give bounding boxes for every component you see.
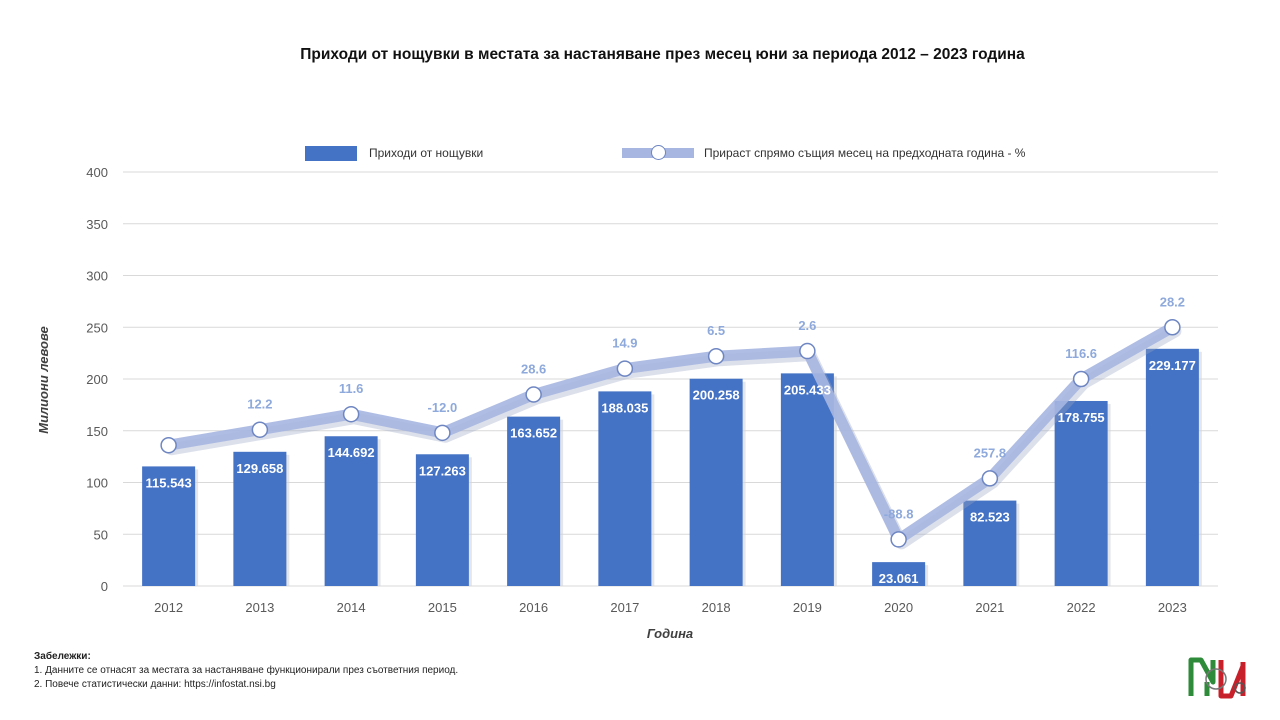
growth-value-label: 2.6 xyxy=(798,318,816,333)
bar xyxy=(689,378,743,586)
bar xyxy=(1145,348,1199,586)
notes-heading: Забележки: xyxy=(34,651,91,662)
growth-value-label: 28.2 xyxy=(1160,294,1185,309)
y-tick-label: 250 xyxy=(86,320,108,335)
growth-value-label: 257.8 xyxy=(974,445,1007,460)
growth-value-label: 12.2 xyxy=(247,397,272,412)
growth-value-label: 28.6 xyxy=(521,362,546,377)
line-marker xyxy=(1072,370,1090,388)
bar xyxy=(598,391,652,586)
x-tick-label: 2019 xyxy=(793,600,822,615)
y-tick-label: 200 xyxy=(86,372,108,387)
x-tick-label: 2014 xyxy=(337,600,366,615)
bar xyxy=(780,373,834,586)
legend-line-swatch xyxy=(622,143,694,163)
bar xyxy=(1054,400,1108,586)
y-tick-label: 0 xyxy=(101,579,108,594)
line-marker xyxy=(890,531,907,548)
legend-item-bars: Приходи от нощувки xyxy=(305,143,483,163)
line-marker xyxy=(707,347,725,365)
x-axis-title: Година xyxy=(647,626,693,641)
x-tick-label: 2015 xyxy=(428,600,457,615)
line-marker xyxy=(799,342,816,360)
legend-label-line: Прираст спрямо същия месец на предходнат… xyxy=(704,146,1026,160)
bar-value-label: 205.433 xyxy=(784,382,831,397)
growth-value-label: -12.0 xyxy=(428,400,458,415)
bar-value-label: 82.523 xyxy=(970,510,1010,525)
bar xyxy=(233,451,287,586)
line-marker xyxy=(616,360,634,377)
x-tick-label: 2013 xyxy=(245,600,274,615)
bar xyxy=(872,562,926,586)
bar xyxy=(507,416,561,586)
legend-bar-swatch xyxy=(305,145,357,161)
y-tick-label: 150 xyxy=(86,424,108,439)
x-tick-label: 2017 xyxy=(610,600,639,615)
growth-value-label: 11.6 xyxy=(339,381,364,396)
y-tick-label: 350 xyxy=(86,217,108,232)
y-tick-label: 400 xyxy=(86,165,108,180)
growth-value-label: 116.6 xyxy=(1065,346,1097,361)
line-marker xyxy=(981,470,999,487)
chart-title: Приходи от нощувки в местата за настаняв… xyxy=(300,46,1025,63)
x-tick-label: 2020 xyxy=(884,600,913,615)
bar-value-label: 23.061 xyxy=(879,571,919,586)
growth-value-label: 14.9 xyxy=(612,336,637,351)
bar xyxy=(142,466,196,586)
bar-value-label: 127.263 xyxy=(419,463,466,478)
bar-value-label: 178.755 xyxy=(1058,410,1105,425)
line-marker xyxy=(251,421,269,438)
y-tick-label: 50 xyxy=(94,527,108,542)
bar-value-label: 163.652 xyxy=(510,426,557,441)
bar-value-label: 129.658 xyxy=(236,461,283,476)
line-marker xyxy=(434,424,451,442)
growth-value-label: -88.8 xyxy=(884,506,914,521)
x-tick-label: 2018 xyxy=(702,600,731,615)
y-tick-label: 100 xyxy=(86,476,108,491)
bar-value-label: 144.692 xyxy=(328,445,375,460)
y-axis-title: Милиони левове xyxy=(36,326,51,434)
line-marker xyxy=(160,436,177,454)
notes: Забележки: 1. Данните се отнасят за мест… xyxy=(34,650,458,692)
legend-label-bars: Приходи от нощувки xyxy=(369,146,484,160)
bar-value-label: 200.258 xyxy=(693,388,740,403)
line-marker xyxy=(1164,319,1181,336)
note-1: 1. Данните се отнасят за местата за наст… xyxy=(34,665,459,676)
nsi-logo xyxy=(1185,652,1249,707)
bar xyxy=(415,454,469,586)
bar-value-label: 188.035 xyxy=(601,400,648,415)
x-tick-label: 2012 xyxy=(154,600,183,615)
note-2: 2. Повече статистически данни: https://i… xyxy=(34,679,276,690)
x-tick-label: 2021 xyxy=(975,600,1004,615)
line-marker xyxy=(525,386,542,403)
x-tick-label: 2016 xyxy=(519,600,548,615)
x-tick-label: 2023 xyxy=(1158,600,1187,615)
legend-item-line: Прираст спрямо същия месец на предходнат… xyxy=(622,143,1025,163)
bar xyxy=(324,436,378,586)
growth-line xyxy=(163,321,1178,545)
growth-value-label: 6.5 xyxy=(707,323,725,338)
bar xyxy=(963,500,1017,586)
bar-value-label: 229.177 xyxy=(1149,358,1196,373)
line-marker xyxy=(342,405,360,423)
x-tick-label: 2022 xyxy=(1067,600,1096,615)
y-tick-label: 300 xyxy=(86,269,108,284)
bar-value-label: 115.543 xyxy=(145,475,191,490)
